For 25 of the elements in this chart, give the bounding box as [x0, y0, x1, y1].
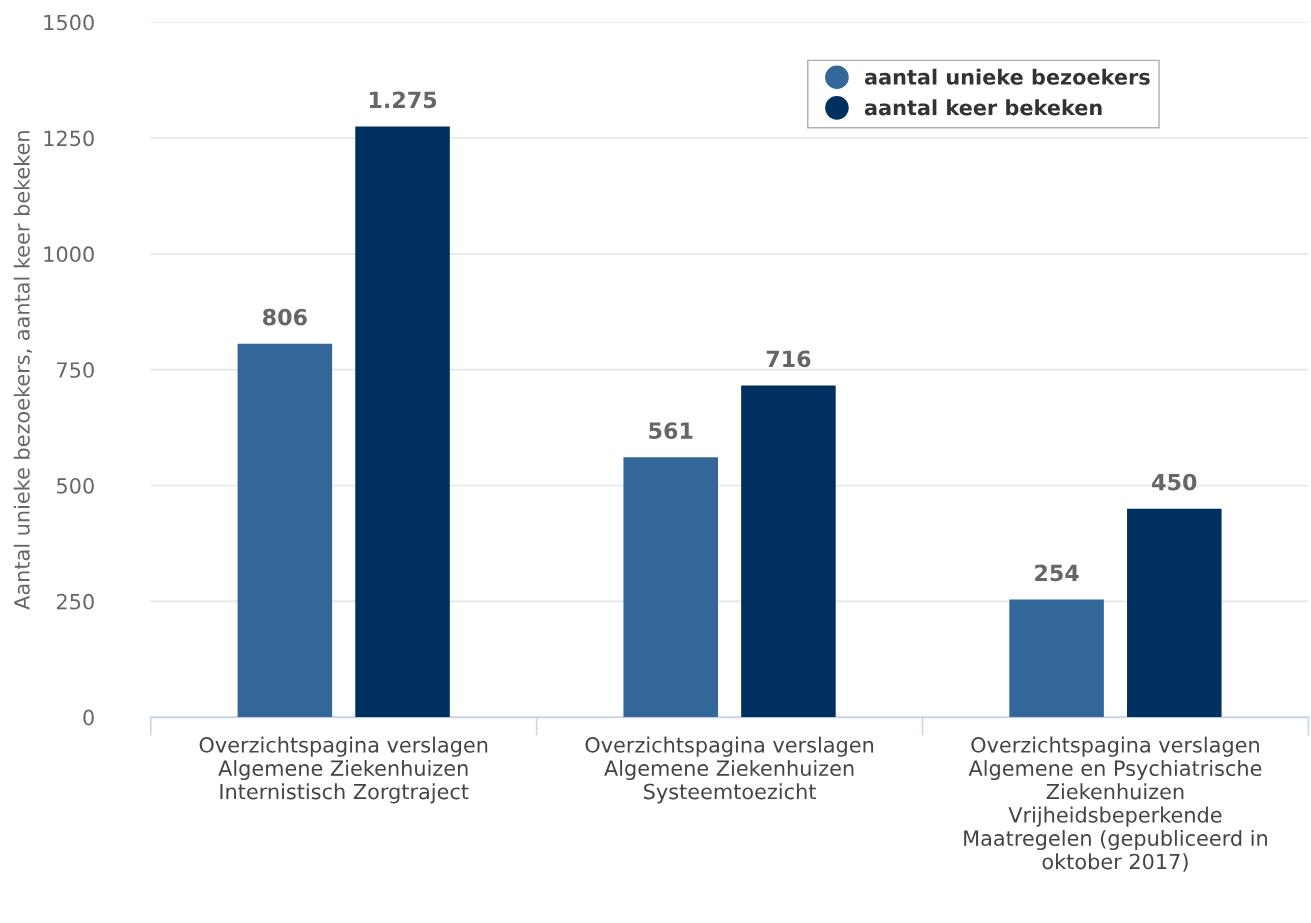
bar — [1009, 599, 1104, 718]
legend-label: aantal unieke bezoekers — [864, 68, 1150, 85]
bar — [1127, 508, 1222, 718]
bar — [355, 126, 450, 718]
bar — [741, 385, 836, 718]
data-label: 561 — [649, 422, 693, 440]
y-tick-label: 250 — [56, 593, 94, 610]
y-tick-label: 1000 — [44, 246, 94, 263]
bar — [237, 343, 333, 718]
y-tick-label: 500 — [57, 477, 94, 494]
y-tick-label: 750 — [57, 362, 94, 378]
data-label: 254 — [1035, 564, 1079, 582]
x-tick-label: Overzichtspagina verslagen Algemene en Psychiatrische Ziekenhuizen Vrijheidsbeperkende Maatregelen (gepubliceerd in oktober 2017) — [964, 736, 1267, 872]
x-tick-label: Overzichtspagina verslagen Algemene Ziekenhuizen Internistisch Zorgtraject — [199, 736, 488, 804]
data-label: 806 — [263, 308, 307, 326]
x-tick-label: Overzichtspagina verslagen Algemene Ziekenhuizen Systeemtoezicht — [585, 736, 874, 804]
legend-label: aantal keer bekeken — [864, 99, 1102, 116]
data-label: 450 — [1152, 473, 1197, 491]
y-tick-label: 1250 — [44, 130, 94, 147]
y-axis-title: Aantal unieke bezoekers, aantal keer bekeken — [13, 131, 32, 610]
y-tick-label: 0 — [83, 709, 94, 726]
data-label: 1.275 — [369, 91, 437, 109]
data-label: 716 — [766, 350, 811, 368]
bar — [623, 457, 718, 718]
y-tick-label: 1500 — [44, 14, 94, 31]
